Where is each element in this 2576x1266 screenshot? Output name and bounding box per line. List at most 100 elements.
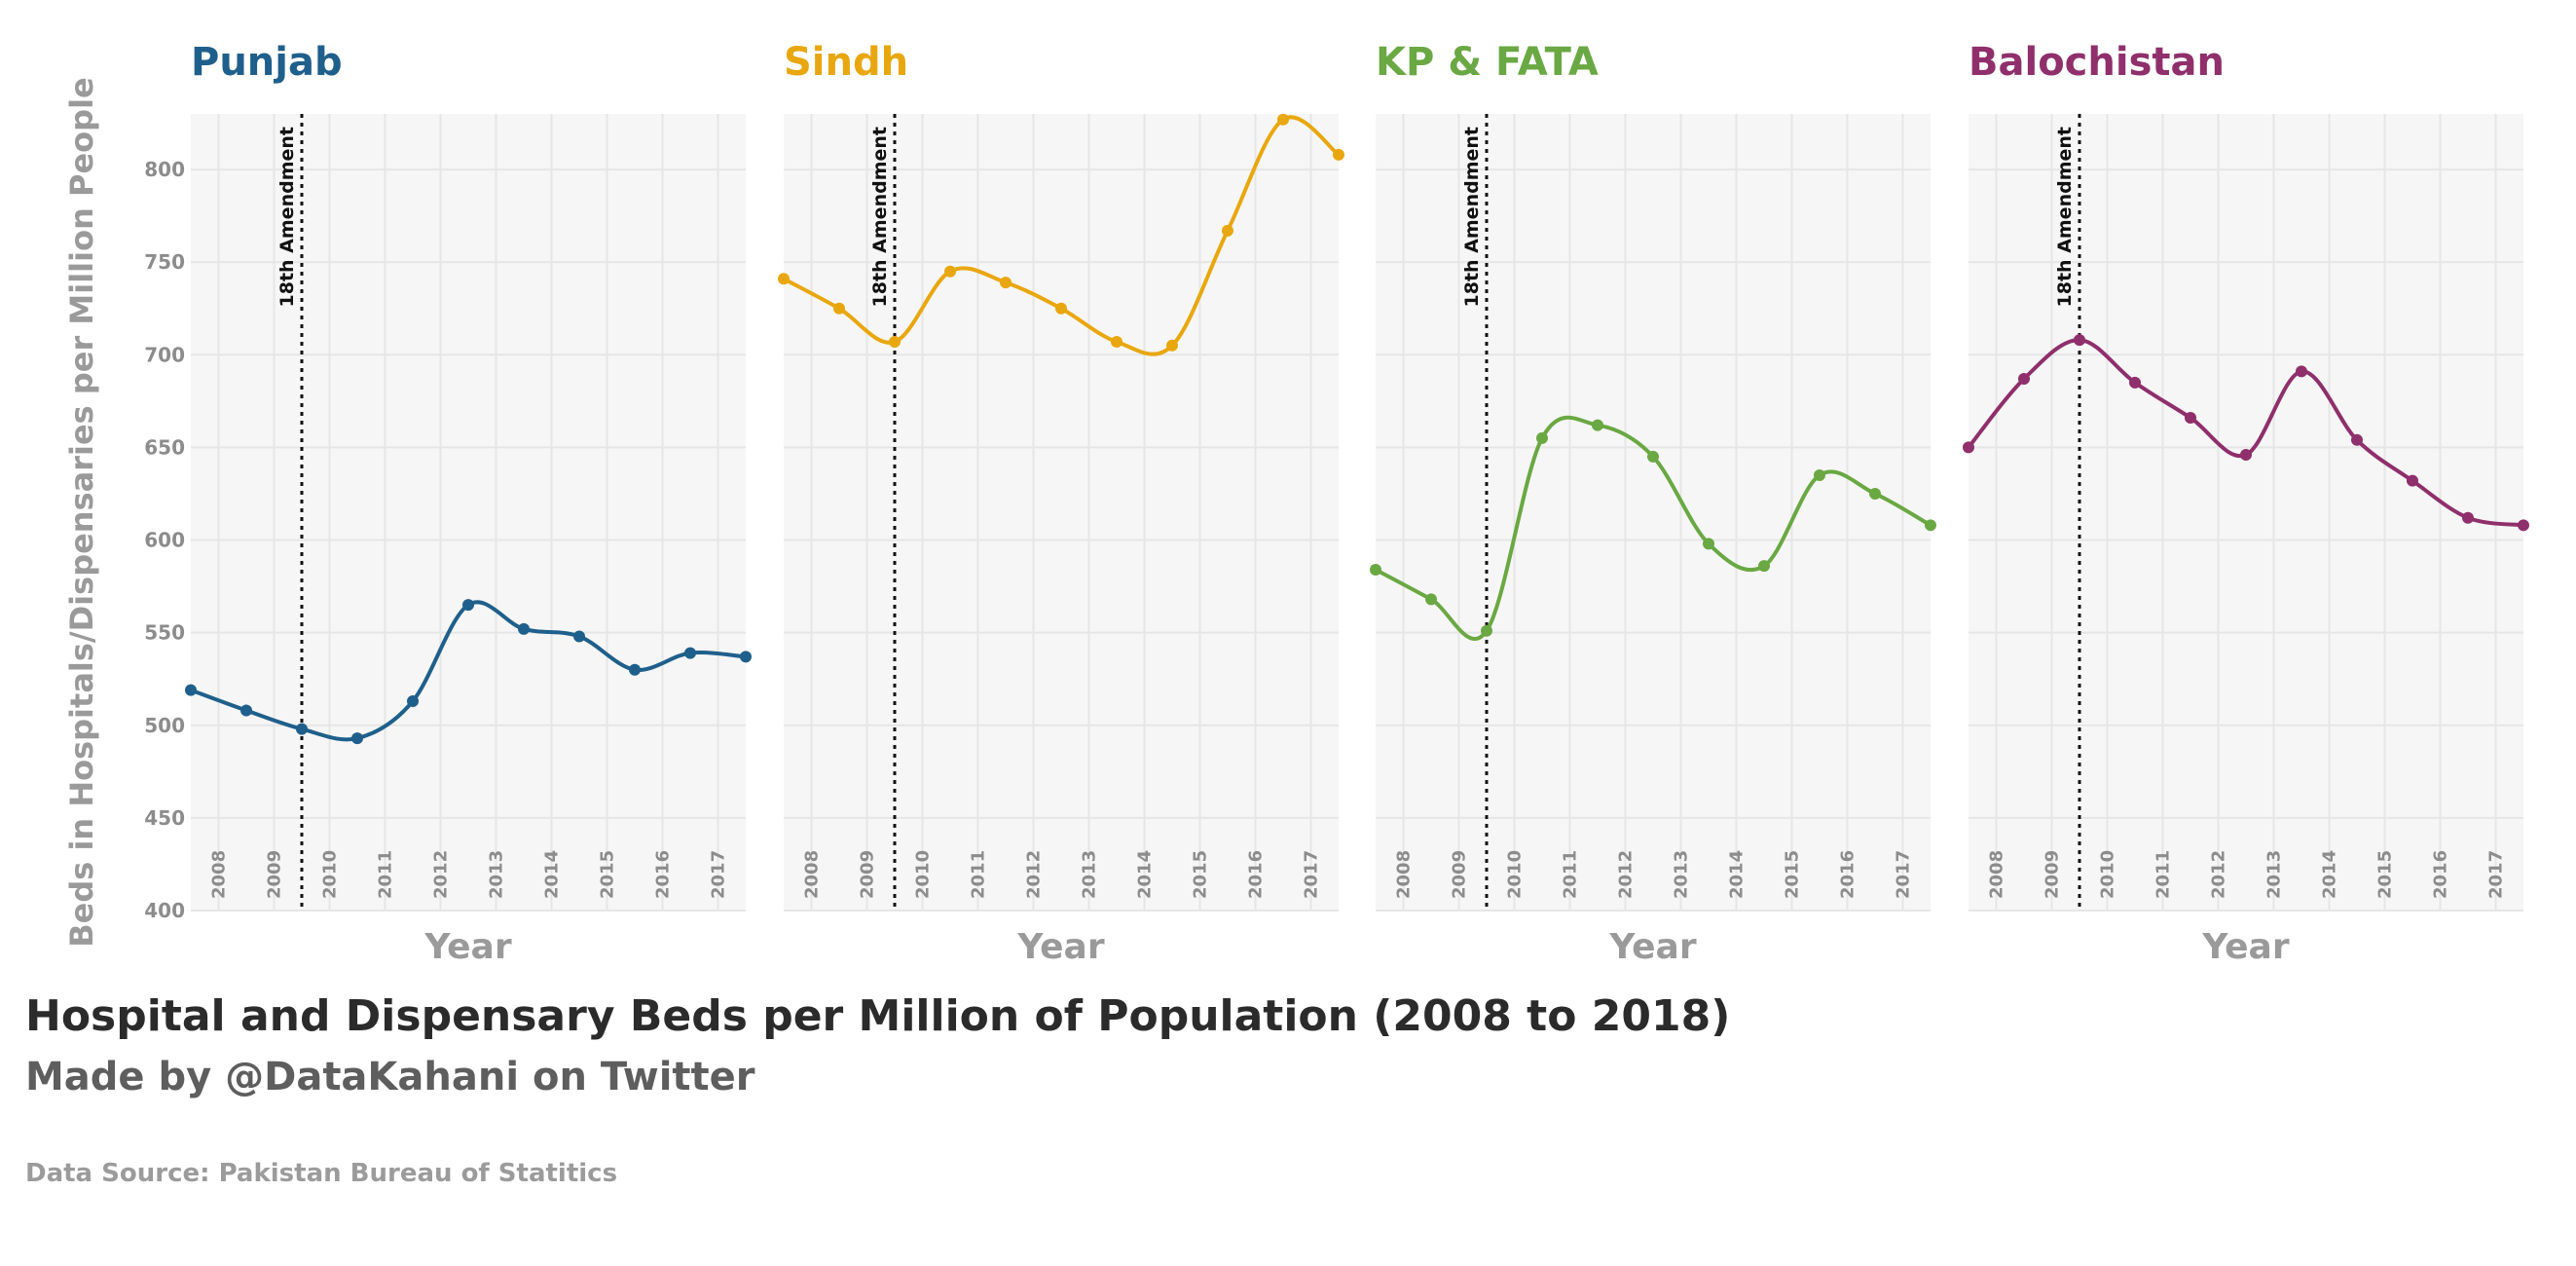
facet-title-balochistan: Balochistan bbox=[1969, 40, 2225, 85]
data-point-kp-and-fata-4 bbox=[1592, 419, 1603, 431]
x-axis-title-balochistan: Year bbox=[2201, 927, 2289, 967]
data-point-sindh-5 bbox=[1055, 302, 1067, 315]
chart-subtitle: Made by @DataKahani on Twitter bbox=[25, 1055, 755, 1099]
x-tick-label-punjab-2014: 2014 bbox=[542, 850, 563, 899]
data-point-sindh-9 bbox=[1277, 113, 1289, 126]
data-point-sindh-3 bbox=[944, 265, 956, 278]
x-tick-label-punjab-2016: 2016 bbox=[653, 850, 674, 899]
amendment-label-sindh: 18th Amendment bbox=[869, 127, 891, 307]
data-source-caption: Data Source: Pakistan Bureau of Statitic… bbox=[25, 1159, 618, 1188]
x-tick-label-balochistan-2014: 2014 bbox=[2320, 850, 2340, 899]
x-tick-label-sindh-2009: 2009 bbox=[858, 850, 878, 899]
amendment-label-kp-and-fata: 18th Amendment bbox=[1461, 127, 1483, 307]
x-tick-label-kp-and-fata-2009: 2009 bbox=[1450, 850, 1470, 899]
data-point-balochistan-5 bbox=[2240, 449, 2252, 462]
x-tick-label-balochistan-2011: 2011 bbox=[2153, 850, 2174, 899]
x-tick-label-sindh-2010: 2010 bbox=[913, 850, 934, 899]
data-point-kp-and-fata-9 bbox=[1869, 487, 1881, 500]
x-tick-label-kp-and-fata-2016: 2016 bbox=[1838, 850, 1858, 899]
data-point-sindh-7 bbox=[1166, 339, 1178, 352]
x-tick-label-balochistan-2012: 2012 bbox=[2209, 850, 2229, 899]
x-tick-label-kp-and-fata-2011: 2011 bbox=[1561, 850, 1581, 899]
y-tick-label-700: 700 bbox=[144, 343, 185, 366]
faceted-line-chart: 2008 2009 2010 2011 2012 2013 2014 2015 2016 2017… bbox=[63, 40, 2529, 967]
x-tick-label-balochistan-2008: 2008 bbox=[1987, 850, 2007, 899]
data-point-balochistan-7 bbox=[2351, 433, 2363, 446]
x-tick-label-punjab-2013: 2013 bbox=[487, 850, 507, 899]
data-point-kp-and-fata-5 bbox=[1647, 450, 1659, 463]
x-tick-label-balochistan-2016: 2016 bbox=[2431, 850, 2451, 899]
data-point-balochistan-1 bbox=[2018, 373, 2030, 386]
x-tick-label-sindh-2013: 2013 bbox=[1080, 850, 1100, 899]
data-point-kp-and-fata-8 bbox=[1814, 468, 1825, 481]
data-point-punjab-1 bbox=[240, 704, 252, 717]
x-tick-label-sindh-2008: 2008 bbox=[802, 850, 823, 899]
x-tick-label-sindh-2015: 2015 bbox=[1191, 850, 1211, 899]
data-point-punjab-3 bbox=[351, 732, 363, 745]
data-point-balochistan-6 bbox=[2296, 365, 2307, 378]
y-tick-label-600: 600 bbox=[144, 529, 185, 552]
data-point-balochistan-0 bbox=[1963, 441, 1974, 454]
data-point-sindh-8 bbox=[1222, 224, 1233, 237]
x-tick-label-balochistan-2009: 2009 bbox=[2042, 850, 2063, 899]
x-tick-label-sindh-2017: 2017 bbox=[1302, 850, 1322, 899]
data-point-kp-and-fata-3 bbox=[1536, 431, 1548, 444]
data-point-punjab-8 bbox=[629, 663, 641, 676]
panel-background-sindh bbox=[784, 114, 1339, 911]
x-tick-label-punjab-2015: 2015 bbox=[598, 850, 618, 899]
amendment-label-balochistan: 18th Amendment bbox=[2054, 127, 2076, 307]
x-tick-label-kp-and-fata-2014: 2014 bbox=[1727, 850, 1748, 899]
panel-background-balochistan bbox=[1969, 114, 2523, 911]
data-point-balochistan-8 bbox=[2407, 474, 2418, 487]
x-tick-label-balochistan-2013: 2013 bbox=[2264, 850, 2285, 899]
panel-background-punjab bbox=[191, 114, 746, 911]
data-point-sindh-0 bbox=[778, 273, 790, 285]
data-point-kp-and-fata-6 bbox=[1703, 538, 1714, 550]
data-point-sindh-6 bbox=[1111, 335, 1122, 348]
y-tick-label-550: 550 bbox=[144, 621, 185, 645]
x-tick-label-sindh-2012: 2012 bbox=[1024, 850, 1045, 899]
x-axis-title-kp-and-fata: Year bbox=[1608, 927, 1696, 967]
series-line-sindh bbox=[782, 115, 1341, 356]
data-point-balochistan-10 bbox=[2518, 519, 2529, 532]
x-tick-label-punjab-2010: 2010 bbox=[320, 850, 341, 899]
amendment-label-punjab: 18th Amendment bbox=[276, 127, 298, 307]
x-tick-label-balochistan-2015: 2015 bbox=[2375, 850, 2396, 899]
x-tick-label-kp-and-fata-2010: 2010 bbox=[1505, 850, 1526, 899]
data-point-kp-and-fata-2 bbox=[1481, 624, 1492, 637]
chart-title: Hospital and Dispensary Beds per Million… bbox=[25, 991, 1731, 1041]
y-tick-label-800: 800 bbox=[144, 158, 185, 181]
x-tick-label-punjab-2008: 2008 bbox=[209, 850, 230, 899]
data-point-sindh-10 bbox=[1333, 148, 1344, 161]
data-point-sindh-4 bbox=[1000, 277, 1012, 289]
data-point-balochistan-9 bbox=[2462, 511, 2474, 524]
data-point-punjab-7 bbox=[573, 630, 585, 643]
x-tick-label-punjab-2012: 2012 bbox=[431, 850, 452, 899]
data-point-punjab-2 bbox=[296, 723, 308, 735]
x-axis-title-sindh: Year bbox=[1016, 927, 1104, 967]
x-tick-label-sindh-2016: 2016 bbox=[1246, 850, 1267, 899]
x-tick-label-kp-and-fata-2013: 2013 bbox=[1672, 850, 1692, 899]
data-point-punjab-9 bbox=[684, 647, 696, 659]
y-axis-title: Beds in Hospitals/Dispensaries per Milli… bbox=[63, 77, 100, 947]
data-point-punjab-0 bbox=[185, 684, 197, 696]
y-tick-label-400: 400 bbox=[144, 899, 185, 922]
facet-title-sindh: Sindh bbox=[784, 40, 908, 85]
x-tick-label-punjab-2011: 2011 bbox=[376, 850, 396, 899]
data-point-sindh-2 bbox=[889, 335, 901, 348]
data-point-kp-and-fata-0 bbox=[1370, 563, 1381, 576]
y-tick-label-750: 750 bbox=[144, 250, 185, 274]
x-axis-title-punjab: Year bbox=[423, 927, 511, 967]
y-tick-label-450: 450 bbox=[144, 806, 185, 830]
x-tick-label-punjab-2017: 2017 bbox=[709, 850, 729, 899]
data-point-balochistan-3 bbox=[2129, 376, 2141, 389]
x-tick-label-sindh-2014: 2014 bbox=[1135, 850, 1156, 899]
data-point-kp-and-fata-7 bbox=[1758, 560, 1770, 573]
data-point-kp-and-fata-10 bbox=[1925, 519, 1936, 532]
y-tick-label-650: 650 bbox=[144, 435, 185, 459]
x-tick-label-balochistan-2017: 2017 bbox=[2486, 850, 2507, 899]
data-point-punjab-4 bbox=[407, 695, 419, 708]
x-tick-label-sindh-2011: 2011 bbox=[969, 850, 989, 899]
data-point-kp-and-fata-1 bbox=[1425, 593, 1437, 606]
